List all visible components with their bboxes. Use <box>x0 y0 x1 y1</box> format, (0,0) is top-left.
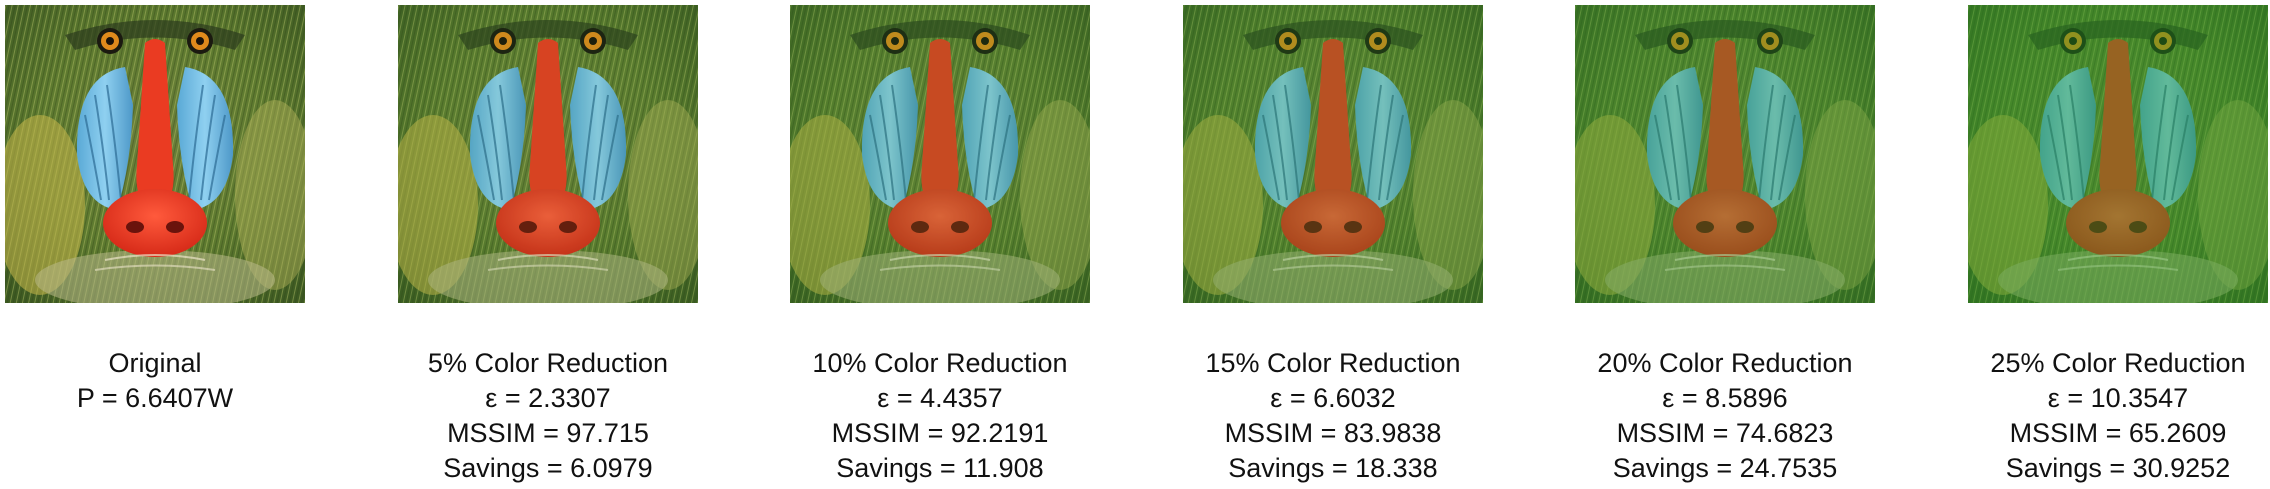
caption-title: 20% Color Reduction <box>1597 348 1853 378</box>
mandrill-photo <box>5 5 305 303</box>
mandrill-photo <box>1575 5 1875 303</box>
caption-metric: MSSIM = 83.9838 <box>1224 418 1442 448</box>
mandrill-photo <box>790 5 1090 303</box>
caption-metric: ε = 4.4357 <box>877 383 1003 413</box>
caption-title: Original <box>108 348 202 378</box>
comparison-panel: 25% Color Reduction ε = 10.3547 MSSIM = 65… <box>1968 0 2268 489</box>
caption-metric: P = 6.6407W <box>76 383 234 413</box>
caption-metric: Savings = 18.338 <box>1228 453 1438 483</box>
panel-caption: 25% Color Reduction ε = 10.3547 MSSIM = 65… <box>1908 346 2270 486</box>
mandrill-photo <box>1968 5 2268 303</box>
caption-title: 25% Color Reduction <box>1990 348 2246 378</box>
mandrill-photo <box>398 5 698 303</box>
mandrill-image <box>1968 5 2268 303</box>
caption-metric: MSSIM = 92.2191 <box>831 418 1049 448</box>
caption-metric: MSSIM = 97.715 <box>447 418 649 448</box>
caption-metric: MSSIM = 74.6823 <box>1616 418 1834 448</box>
comparison-panel: 20% Color Reduction ε = 8.5896 MSSIM = 74.… <box>1575 0 1875 489</box>
comparison-panel: Original P = 6.6407W <box>5 0 305 489</box>
mandrill-image <box>790 5 1090 303</box>
mandrill-image <box>1183 5 1483 303</box>
panel-caption: 10% Color Reduction ε = 4.4357 MSSIM = 92.… <box>730 346 1150 486</box>
caption-metric: Savings = 11.908 <box>836 453 1044 483</box>
comparison-panel: 15% Color Reduction ε = 6.6032 MSSIM = 83.… <box>1183 0 1483 489</box>
caption-metric: Savings = 6.0979 <box>443 453 653 483</box>
caption-metric: MSSIM = 65.2609 <box>2009 418 2227 448</box>
caption-title: 15% Color Reduction <box>1205 348 1461 378</box>
caption-title: 10% Color Reduction <box>812 348 1068 378</box>
comparison-panel: 5% Color Reduction ε = 2.3307 MSSIM = 97.7… <box>398 0 698 489</box>
caption-metric: ε = 2.3307 <box>485 383 611 413</box>
mandrill-image <box>398 5 698 303</box>
comparison-panel: 10% Color Reduction ε = 4.4357 MSSIM = 92.… <box>790 0 1090 489</box>
caption-metric: ε = 8.5896 <box>1662 383 1788 413</box>
caption-metric: ε = 6.6032 <box>1270 383 1396 413</box>
panel-caption: 20% Color Reduction ε = 8.5896 MSSIM = 74.… <box>1515 346 1935 486</box>
caption-title: 5% Color Reduction <box>427 348 669 378</box>
caption-metric: Savings = 24.7535 <box>1612 453 1838 483</box>
panel-caption: 15% Color Reduction ε = 6.6032 MSSIM = 83.… <box>1123 346 1543 486</box>
mandrill-image <box>5 5 305 303</box>
caption-metric: Savings = 30.9252 <box>2005 453 2231 483</box>
mandrill-photo <box>1183 5 1483 303</box>
mandrill-image <box>1575 5 1875 303</box>
caption-metric: ε = 10.3547 <box>2047 383 2189 413</box>
panel-caption: 5% Color Reduction ε = 2.3307 MSSIM = 97.7… <box>338 346 758 486</box>
panel-caption: Original P = 6.6407W <box>0 346 365 416</box>
